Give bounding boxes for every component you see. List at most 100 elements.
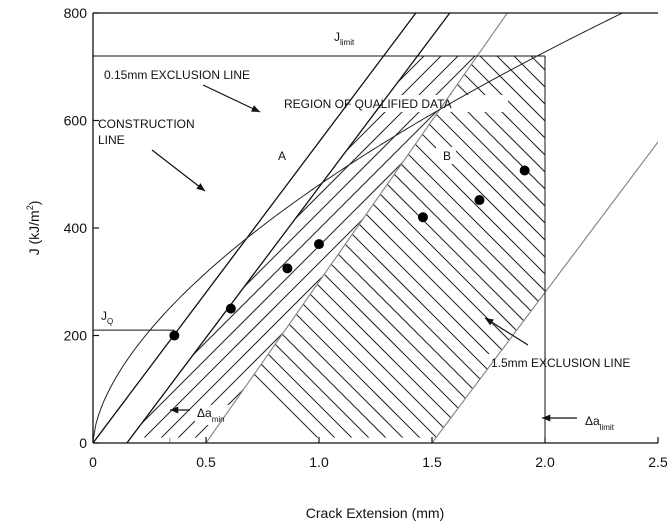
hatch-line [666,13,672,443]
label-mask [270,147,290,164]
y-tick-label: 0 [79,435,87,451]
hatch-line [266,56,545,438]
hatch-line [598,13,672,443]
label-mask [195,405,245,425]
hatch-line [658,13,672,443]
hatch-line [138,56,478,438]
annotation-arrows [151,84,577,422]
label-mask [278,95,508,112]
hatch-line [410,56,478,438]
hatch-line [215,56,545,438]
y-tick-label: 600 [64,113,88,129]
x-tick-label: 0.5 [196,454,216,470]
label-mask [488,354,658,371]
data-point [225,303,236,314]
construction-line-label-2: LINE [98,133,125,147]
hatch-line [249,56,545,438]
hatch-line [461,56,478,438]
hatch-line [0,13,8,443]
exclusion-line-15 [431,141,658,443]
exclusion-015-label: 0.15mm EXCLUSION LINE [104,68,250,82]
x-tick-label: 1.5 [422,454,442,470]
data-point [519,165,530,176]
hatch-line [556,13,672,443]
hatch-line [615,13,672,443]
hatch-line [530,13,672,443]
delta-a-limit-arrow-head [542,414,551,422]
x-tick-label: 0 [89,454,97,470]
hatch-line [581,13,672,443]
hatch-line [206,56,341,438]
hatch-line [513,13,672,443]
hatch-line [317,56,545,438]
hatch-line [496,13,672,443]
hatch-line [641,13,672,443]
hatch-line [130,56,478,438]
exclusion-15-arrow [484,317,529,346]
region-divider-line [205,13,509,443]
hatch-line [334,56,545,438]
hatch-line [470,56,545,438]
j-limit-label: Jlimit [334,30,355,47]
data-point [474,195,485,206]
hatch-line [274,56,478,438]
hatch-line [547,13,672,443]
construction-arrow-head [196,183,205,191]
label-mask [436,147,456,164]
hatch-line [351,56,545,438]
hatch-line [419,56,545,438]
x-tick-label: 2.0 [535,454,555,470]
hatch-line [206,56,409,438]
hatch-line [206,56,545,438]
hatch-line [232,56,545,438]
hatch-line [573,13,672,443]
label-mask [330,28,370,48]
delta-a-min-label: Δamin [197,406,225,424]
hatch-line [564,13,672,443]
y-tick-label: 400 [64,220,88,236]
hatch-line [206,56,358,438]
exclusion-line-015 [126,13,451,443]
construction-arrow [151,149,206,192]
hatch-line [283,56,545,438]
hatch-line [632,13,672,443]
hatch-line [649,13,672,443]
label-mask [100,66,262,83]
j-q-label: JQ [101,309,113,326]
construction-line-label-1: CONSTRUCTION [98,117,195,131]
x-axis-title: Crack Extension (mm) [306,505,444,521]
hatch-line [590,13,672,443]
hatch-line [376,56,478,438]
exclusion-15-arrow-head [485,318,494,326]
region-a-label: A [278,149,286,163]
hatch-line [206,56,478,438]
hatch-line [0,13,25,443]
exclusion-015-arrow [202,84,261,113]
construction-lines [93,13,658,443]
hatch-line [402,56,545,438]
hatch-line [624,13,672,443]
label-mask [97,307,119,327]
label-masks [95,28,658,425]
hatch-line [479,13,672,443]
hatch-line [453,56,545,438]
x-tick-label: 2.5 [648,454,668,470]
region-b-label: B [443,149,451,163]
data-point [417,212,428,223]
exclusion-015-arrow-head [251,105,260,112]
delta-a-limit-label: Δalimit [585,414,615,432]
y-tick-label: 800 [64,5,88,21]
exclusion-15-label: 1.5mm EXCLUSION LINE [491,356,630,370]
y-axis-title: J (kJ/m2) [25,201,42,256]
hatch-line [504,56,545,438]
hatch-line [206,56,375,438]
label-mask [95,115,190,149]
delta-a-min-arrow-head [170,406,179,414]
hatch-line [342,56,478,438]
power-law-fit-curve [93,13,624,441]
hatch-line [607,13,672,443]
hatch-line [538,56,545,438]
y-tick-label: 200 [64,328,88,344]
data-point [314,239,324,250]
